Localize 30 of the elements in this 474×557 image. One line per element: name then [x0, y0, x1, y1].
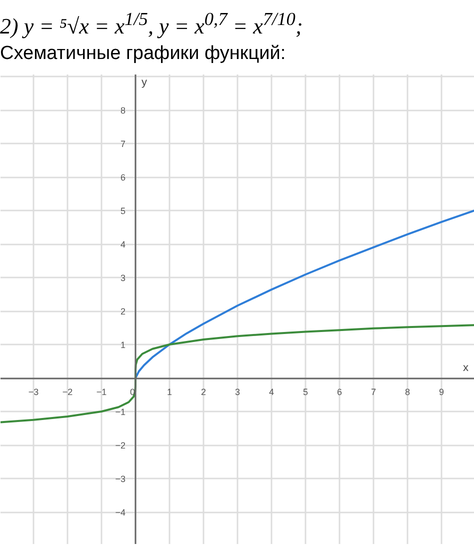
line-series: [134, 210, 474, 380]
chart-subtitle: Схематичные графики функций:: [0, 42, 286, 66]
y-tick-label: −1: [115, 407, 126, 418]
x-tick-label: 2: [200, 387, 206, 398]
x-tick-label: −2: [62, 387, 73, 398]
x-tick-label: 4: [269, 387, 274, 398]
y-tick-label: 2: [120, 306, 126, 317]
y-tick-label: −4: [115, 508, 126, 518]
x-tick-label: 8: [405, 387, 410, 398]
y-tick-label: 5: [120, 206, 126, 216]
y-tick-label: 1: [120, 340, 126, 350]
x-tick-label: 9: [439, 387, 444, 398]
y-axis-title: y: [141, 76, 148, 88]
y-tick-label: 8: [120, 106, 126, 116]
x-tick-label: 1: [166, 387, 172, 398]
x-tick-label: −3: [28, 387, 39, 398]
y-tick-label: 6: [120, 172, 126, 183]
y-tick-label: 4: [120, 240, 126, 250]
y-tick-label: −3: [115, 474, 126, 484]
x-tick-label: 6: [337, 387, 342, 398]
x-axis-title: x: [463, 362, 469, 374]
chart-title: 2) y = ⁵√x = x$^{1/5}$, y = x$^{0,7}$ = x$^{7/10}$;: [0, 8, 303, 40]
x-tick-label: 5: [303, 387, 308, 398]
line-series: [0, 324, 474, 424]
x-tick-label: 3: [234, 387, 240, 398]
x-tick-label: −1: [96, 387, 107, 398]
y-tick-label: 3: [120, 273, 126, 284]
x-tick-label: 7: [371, 387, 376, 398]
y-tick-label: −2: [115, 440, 126, 451]
y-tick-label: 7: [120, 139, 126, 150]
